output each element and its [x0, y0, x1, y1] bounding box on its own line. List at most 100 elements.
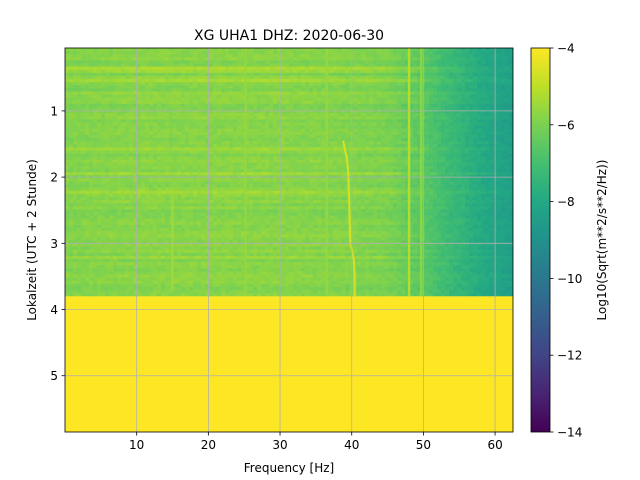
- heatmap-cell: [185, 97, 190, 102]
- heatmap-cell: [165, 116, 170, 120]
- heatmap-cell: [149, 91, 154, 95]
- heatmap-cell: [433, 103, 438, 108]
- heatmap-cell: [125, 178, 130, 182]
- heatmap-cell: [405, 113, 410, 117]
- heatmap-cell: [477, 138, 482, 142]
- heatmap-cell: [105, 128, 110, 133]
- heatmap-cell: [401, 178, 406, 182]
- heatmap-cell: [165, 94, 170, 99]
- heatmap-cell: [489, 97, 494, 102]
- heatmap-cell: [301, 60, 306, 64]
- heatmap-cell: [449, 178, 454, 182]
- heatmap-cell: [261, 91, 266, 95]
- heatmap-cell: [233, 141, 238, 145]
- heatmap-cell: [405, 63, 410, 68]
- heatmap-cell: [157, 116, 162, 120]
- heatmap-cell: [281, 159, 286, 164]
- heatmap-cell: [373, 48, 378, 52]
- heatmap-cell: [261, 128, 266, 133]
- heatmap-cell: [97, 116, 102, 120]
- heatmap-cell: [229, 57, 234, 61]
- heatmap-cell: [285, 63, 290, 68]
- heatmap-cell: [381, 122, 386, 126]
- heatmap-cell: [253, 165, 258, 170]
- heatmap-cell: [141, 106, 146, 111]
- heatmap-cell: [349, 75, 354, 80]
- heatmap-cell: [273, 66, 278, 71]
- heatmap-cell: [253, 162, 258, 167]
- heatmap-cell: [141, 51, 146, 55]
- heatmap-cell: [137, 165, 142, 170]
- heatmap-cell: [193, 122, 198, 126]
- heatmap-cell: [205, 162, 210, 167]
- heatmap-cell: [205, 172, 210, 176]
- heatmap-cell: [181, 106, 186, 111]
- heatmap-cell: [93, 113, 98, 117]
- heatmap-cell: [245, 134, 250, 139]
- heatmap-cell: [137, 169, 142, 173]
- heatmap-cell: [237, 147, 242, 151]
- heatmap-cell: [173, 178, 178, 182]
- heatmap-cell: [73, 48, 78, 52]
- heatmap-cell: [93, 162, 98, 167]
- heatmap-cell: [381, 162, 386, 167]
- heatmap-cell: [473, 172, 478, 176]
- heatmap-cell: [413, 63, 418, 68]
- heatmap-cell: [201, 75, 206, 80]
- heatmap-cell: [249, 116, 254, 120]
- heatmap-cell: [257, 138, 262, 142]
- heatmap-cell: [105, 103, 110, 108]
- heatmap-cell: [113, 165, 118, 170]
- heatmap-cell: [477, 54, 482, 58]
- heatmap-cell: [169, 100, 174, 105]
- heatmap-cell: [269, 169, 274, 173]
- heatmap-cell: [289, 138, 294, 142]
- heatmap-cell: [177, 122, 182, 126]
- heatmap-cell: [161, 48, 166, 52]
- heatmap-cell: [317, 91, 322, 95]
- heatmap-cell: [153, 165, 158, 170]
- heatmap-cell: [381, 144, 386, 148]
- heatmap-cell: [169, 165, 174, 170]
- heatmap-cell: [89, 169, 94, 173]
- heatmap-cell: [173, 169, 178, 173]
- heatmap-cell: [309, 75, 314, 80]
- heatmap-cell: [417, 100, 422, 105]
- heatmap-cell: [113, 75, 118, 80]
- heatmap-cell: [65, 103, 70, 108]
- heatmap-cell: [229, 159, 234, 164]
- heatmap-cell: [361, 138, 366, 142]
- heatmap-cell: [489, 131, 494, 136]
- heatmap-cell: [429, 165, 434, 170]
- heatmap-cell: [393, 141, 398, 145]
- heatmap-cell: [353, 141, 358, 145]
- heatmap-cell: [241, 125, 246, 130]
- heatmap-cell: [225, 144, 230, 148]
- heatmap-cell: [249, 172, 254, 176]
- heatmap-cell: [429, 91, 434, 95]
- heatmap-cell: [117, 63, 122, 68]
- heatmap-cell: [509, 100, 513, 105]
- heatmap-cell: [245, 72, 250, 77]
- heatmap-cell: [109, 57, 114, 61]
- heatmap-cell: [197, 169, 202, 173]
- heatmap-cell: [157, 141, 162, 145]
- heatmap-cell: [101, 106, 106, 111]
- heatmap-cell: [73, 134, 78, 139]
- heatmap-cell: [145, 134, 150, 139]
- heatmap-cell: [489, 147, 494, 151]
- heatmap-cell: [237, 57, 242, 61]
- heatmap-cell: [245, 125, 250, 130]
- heatmap-cell: [133, 91, 138, 95]
- heatmap-cell: [173, 75, 178, 80]
- heatmap-cell: [289, 103, 294, 108]
- heatmap-cell: [229, 63, 234, 68]
- heatmap-cell: [257, 60, 262, 64]
- heatmap-cell: [257, 134, 262, 139]
- heatmap-cell: [425, 54, 430, 58]
- heatmap-cell: [461, 79, 466, 83]
- heatmap-cell: [125, 169, 130, 173]
- heatmap-cell: [469, 97, 474, 102]
- heatmap-cell: [269, 144, 274, 148]
- heatmap-cell: [441, 113, 446, 117]
